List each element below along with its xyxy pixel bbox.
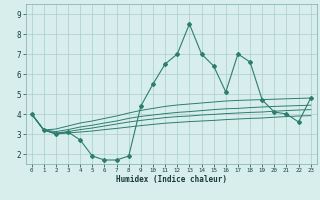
X-axis label: Humidex (Indice chaleur): Humidex (Indice chaleur) [116,175,227,184]
